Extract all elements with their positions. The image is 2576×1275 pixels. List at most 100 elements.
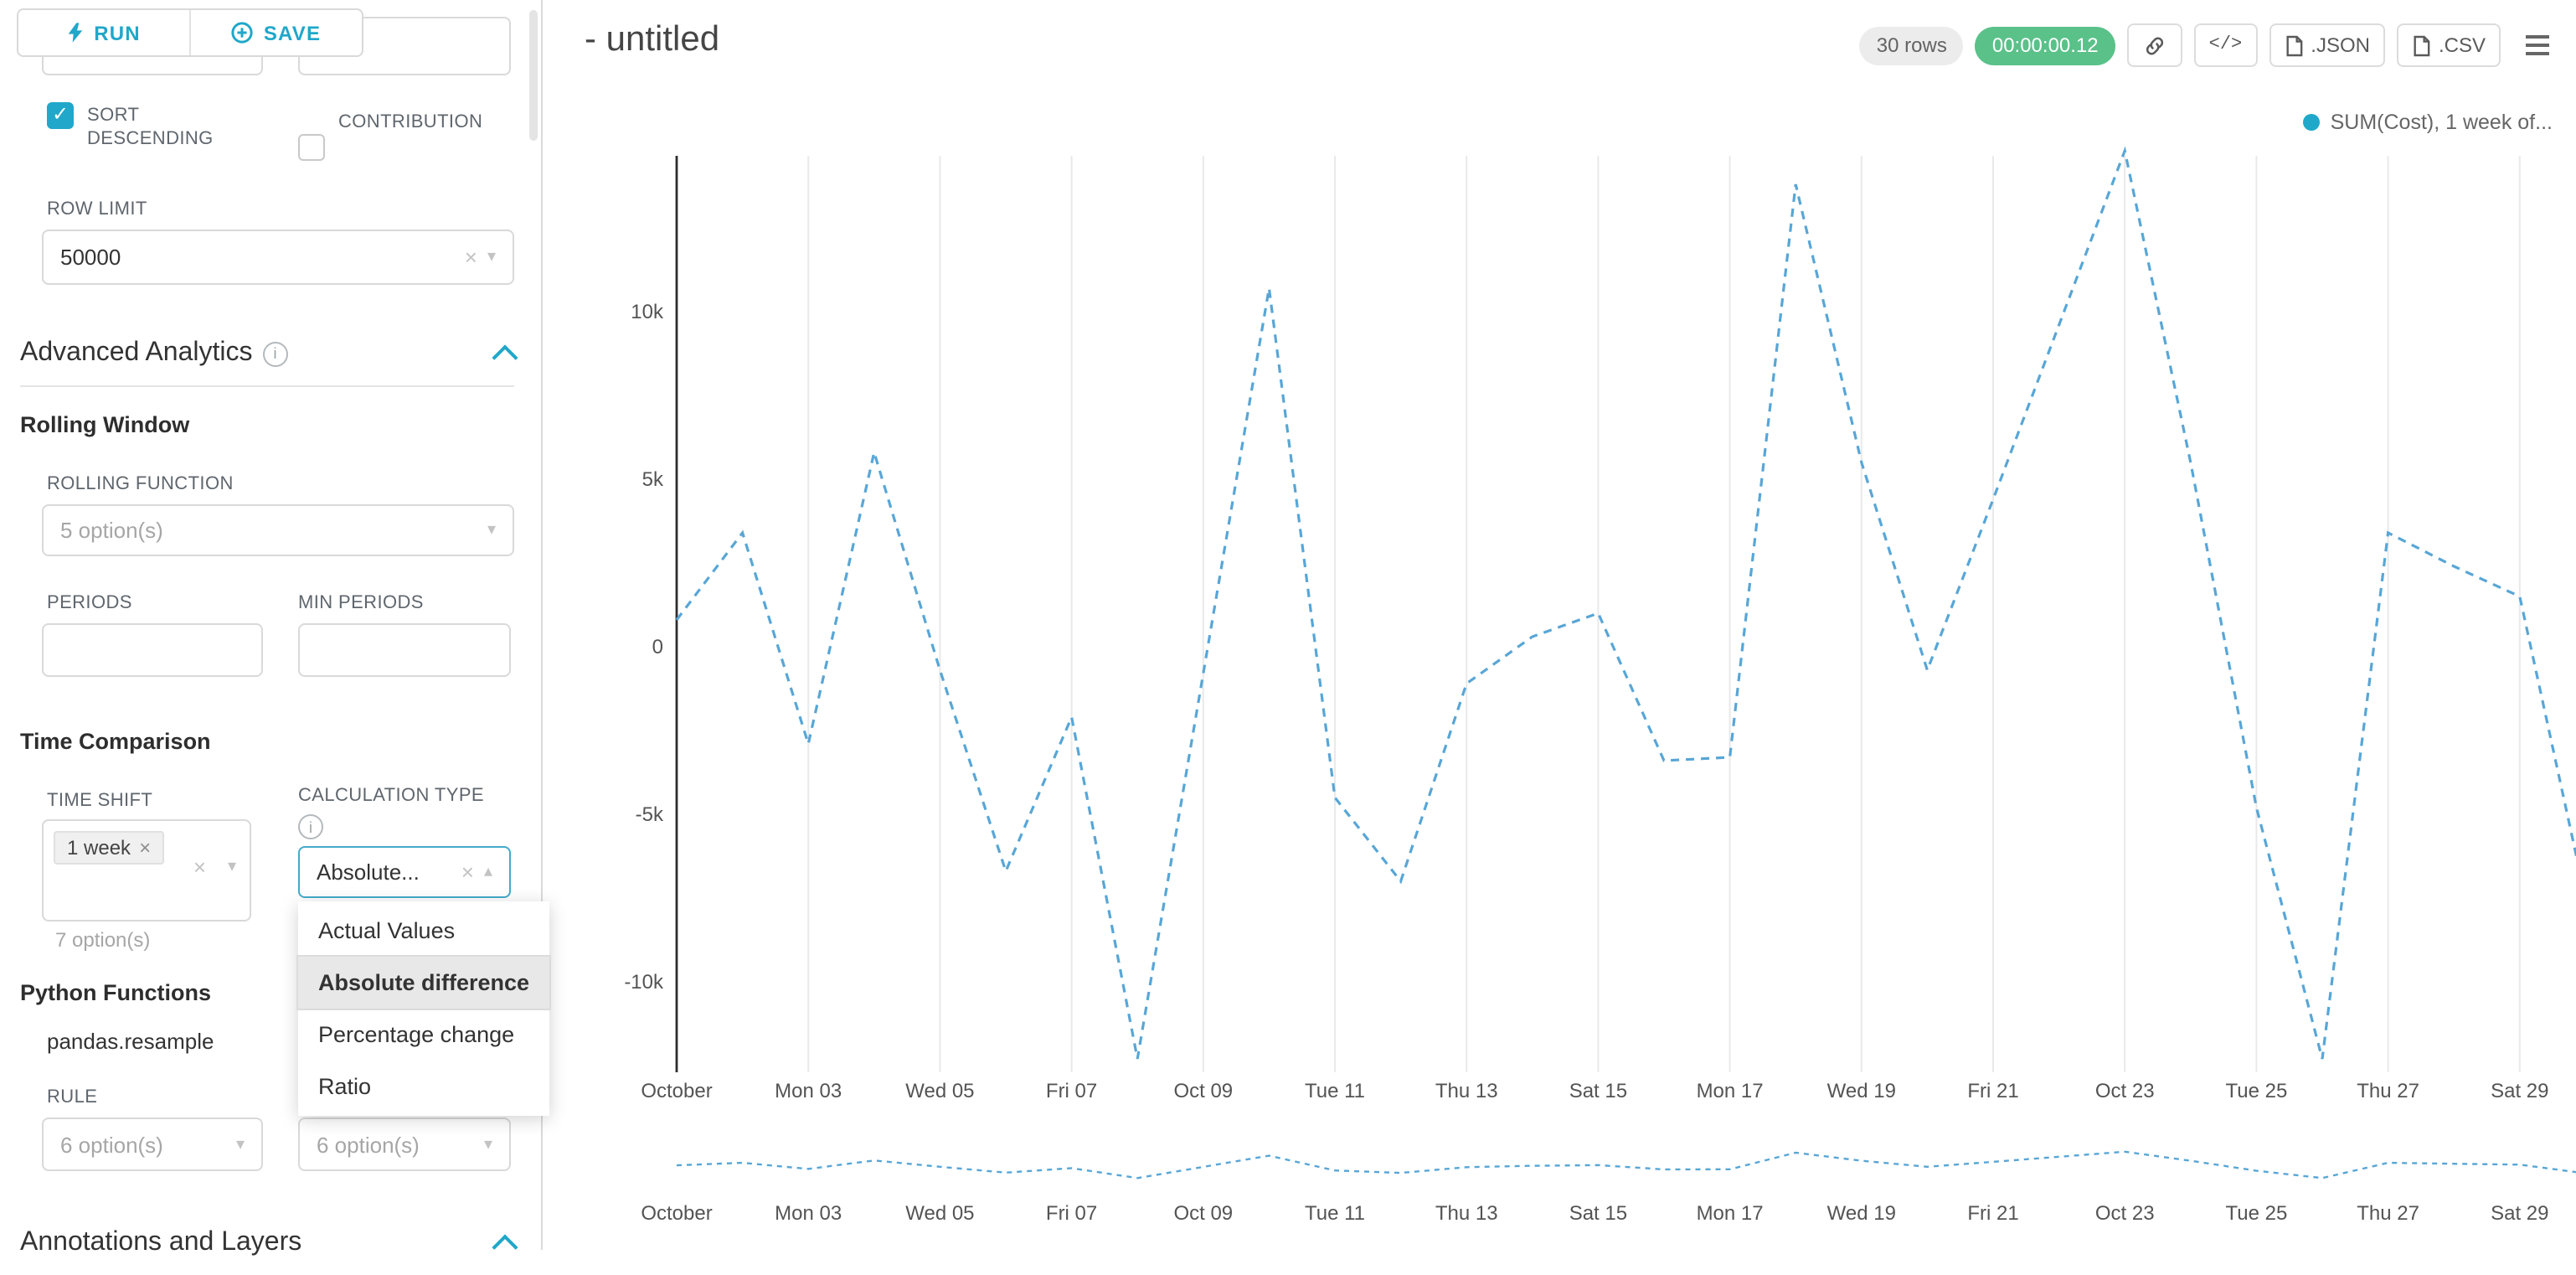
svg-text:Tue 25: Tue 25 bbox=[2225, 1202, 2287, 1225]
time-shift-tag: 1 week × bbox=[54, 831, 165, 865]
svg-text:Mon 17: Mon 17 bbox=[1697, 1202, 1764, 1225]
svg-text:Fri 21: Fri 21 bbox=[1967, 1080, 2018, 1102]
dropdown-option[interactable]: Percentage change bbox=[318, 1022, 515, 1047]
export-json-button[interactable]: .JSON bbox=[2269, 23, 2385, 67]
dropdown-option[interactable]: Actual Values bbox=[318, 918, 456, 943]
svg-text:10k: 10k bbox=[631, 301, 664, 323]
python-functions-title: Python Functions bbox=[20, 980, 211, 1005]
min-periods-input[interactable] bbox=[298, 623, 511, 677]
section-title: Annotations and Layers bbox=[20, 1228, 302, 1257]
clear-icon[interactable]: × bbox=[461, 859, 474, 885]
mini-overview-chart[interactable]: October Mon 03 Wed 05 Fri 07 Oct 09 Tue 11 Thu… bbox=[543, 1133, 2576, 1233]
rolling-window-title: Rolling Window bbox=[20, 412, 190, 437]
svg-text:Thu 27: Thu 27 bbox=[2357, 1080, 2419, 1102]
chart-title[interactable]: - untitled bbox=[585, 20, 720, 59]
svg-text:Mon 03: Mon 03 bbox=[775, 1080, 842, 1102]
contribution-checkbox[interactable] bbox=[298, 134, 325, 161]
chevron-down-icon[interactable]: ▾ bbox=[487, 521, 496, 539]
svg-text:Fri 07: Fri 07 bbox=[1046, 1080, 1097, 1102]
advanced-analytics-header[interactable]: Advanced Analytics i bbox=[20, 338, 518, 387]
sort-descending-checkbox[interactable] bbox=[47, 102, 74, 129]
chart-legend[interactable]: SUM(Cost), 1 week of... bbox=[2303, 111, 2553, 134]
sort-descending-label: SORT DESCENDING bbox=[87, 106, 214, 149]
rolling-function-select[interactable]: 5 option(s) ▾ bbox=[42, 504, 514, 556]
calc-type-label: CALCULATION TYPE bbox=[298, 786, 484, 806]
svg-text:Oct 23: Oct 23 bbox=[2095, 1080, 2155, 1102]
calc-type-dropdown-menu: Actual Values Absolute difference Percenta… bbox=[296, 901, 551, 1116]
remove-tag-icon[interactable]: × bbox=[139, 836, 152, 859]
min-periods-label: MIN PERIODS bbox=[298, 593, 424, 613]
more-menu-button[interactable] bbox=[2512, 23, 2563, 67]
svg-text:Sat 15: Sat 15 bbox=[1569, 1080, 1627, 1102]
svg-text:Wed 05: Wed 05 bbox=[905, 1202, 974, 1225]
svg-text:Thu 27: Thu 27 bbox=[2357, 1202, 2419, 1225]
svg-text:Sat 29: Sat 29 bbox=[2491, 1202, 2548, 1225]
annotations-layers-header[interactable]: Annotations and Layers bbox=[20, 1228, 518, 1275]
chevron-down-icon[interactable]: ▾ bbox=[235, 1135, 245, 1154]
svg-text:Oct 09: Oct 09 bbox=[1173, 1080, 1233, 1102]
link-icon bbox=[2146, 36, 2163, 54]
calc-type-select[interactable]: Absolute... × ▴ bbox=[298, 846, 511, 898]
svg-text:Tue 11: Tue 11 bbox=[1305, 1080, 1365, 1102]
save-button[interactable]: SAVE bbox=[191, 10, 362, 55]
timer-badge: 00:00:00.12 bbox=[1975, 26, 2115, 65]
run-save-group: RUN SAVE bbox=[17, 8, 363, 57]
plus-circle-icon bbox=[232, 22, 254, 44]
svg-text:Mon 17: Mon 17 bbox=[1697, 1080, 1764, 1102]
legend-dot bbox=[2303, 114, 2321, 131]
chart-area: - untitled 30 rows 00:00:00.12 </> .JSON… bbox=[543, 0, 2576, 1250]
svg-text:Oct 23: Oct 23 bbox=[2095, 1202, 2155, 1225]
rule-value-left: 6 option(s) bbox=[60, 1132, 163, 1157]
svg-text:0: 0 bbox=[652, 636, 663, 658]
header-controls: 30 rows 00:00:00.12 </> .JSON .CSV bbox=[1859, 23, 2563, 67]
svg-text:Wed 05: Wed 05 bbox=[905, 1080, 974, 1102]
svg-text:Sat 29: Sat 29 bbox=[2491, 1080, 2548, 1102]
svg-text:Wed 19: Wed 19 bbox=[1827, 1080, 1896, 1102]
svg-text:Tue 25: Tue 25 bbox=[2225, 1080, 2287, 1102]
info-icon: i bbox=[262, 341, 288, 366]
time-shift-multiselect[interactable]: 1 week × × ▾ bbox=[42, 819, 251, 921]
time-shift-label: TIME SHIFT bbox=[47, 791, 153, 811]
chevron-down-icon[interactable]: ▾ bbox=[487, 248, 496, 266]
svg-text:Wed 19: Wed 19 bbox=[1827, 1202, 1896, 1225]
row-limit-select[interactable]: 50000 × ▾ bbox=[42, 230, 514, 285]
dropdown-option[interactable]: Absolute difference bbox=[296, 955, 551, 1010]
svg-text:Thu 13: Thu 13 bbox=[1435, 1202, 1498, 1225]
chevron-down-icon[interactable]: ▾ bbox=[227, 858, 236, 876]
share-link-button[interactable] bbox=[2126, 23, 2182, 67]
hamburger-icon bbox=[2526, 35, 2549, 55]
scrollbar-thumb[interactable] bbox=[529, 10, 538, 141]
lightning-icon bbox=[68, 23, 83, 43]
code-icon: </> bbox=[2208, 35, 2243, 55]
rule-select-right[interactable]: 6 option(s) ▾ bbox=[298, 1118, 511, 1171]
control-panel: 1 option(s) RUN SAVE SORT DESCENDING CON… bbox=[0, 0, 551, 1260]
row-count-badge: 30 rows bbox=[1859, 26, 1964, 65]
contribution-label: CONTRIBUTION bbox=[338, 112, 483, 132]
svg-text:5k: 5k bbox=[642, 468, 664, 491]
clear-icon[interactable]: × bbox=[193, 854, 206, 880]
svg-text:Fri 21: Fri 21 bbox=[1967, 1202, 2018, 1225]
row-limit-value: 50000 bbox=[60, 245, 121, 270]
rule-label: RULE bbox=[47, 1087, 98, 1107]
file-icon bbox=[2285, 34, 2302, 56]
svg-text:Tue 11: Tue 11 bbox=[1305, 1202, 1365, 1225]
svg-text:Thu 13: Thu 13 bbox=[1435, 1080, 1498, 1102]
chevron-up-icon[interactable] bbox=[492, 343, 518, 370]
pandas-resample-label: pandas.resample bbox=[47, 1029, 214, 1054]
run-button[interactable]: RUN bbox=[18, 10, 189, 55]
periods-label: PERIODS bbox=[47, 593, 132, 613]
chevron-down-icon[interactable]: ▾ bbox=[483, 1135, 492, 1154]
svg-text:Mon 03: Mon 03 bbox=[775, 1202, 842, 1225]
time-shift-hint: 7 option(s) bbox=[55, 928, 151, 952]
chevron-up-icon[interactable]: ▴ bbox=[483, 863, 492, 881]
row-limit-label: ROW LIMIT bbox=[47, 199, 147, 219]
rule-select-left[interactable]: 6 option(s) ▾ bbox=[42, 1118, 263, 1171]
export-csv-button[interactable]: .CSV bbox=[2396, 23, 2501, 67]
periods-input[interactable] bbox=[42, 623, 263, 677]
dropdown-option[interactable]: Ratio bbox=[318, 1074, 372, 1099]
line-chart[interactable]: October Mon 03 Wed 05 Fri 07 Oct 09 Tue 11 Thu… bbox=[543, 94, 2576, 1124]
embed-code-button[interactable]: </> bbox=[2193, 23, 2258, 67]
chevron-up-icon[interactable] bbox=[492, 1233, 518, 1260]
clear-icon[interactable]: × bbox=[464, 245, 477, 270]
